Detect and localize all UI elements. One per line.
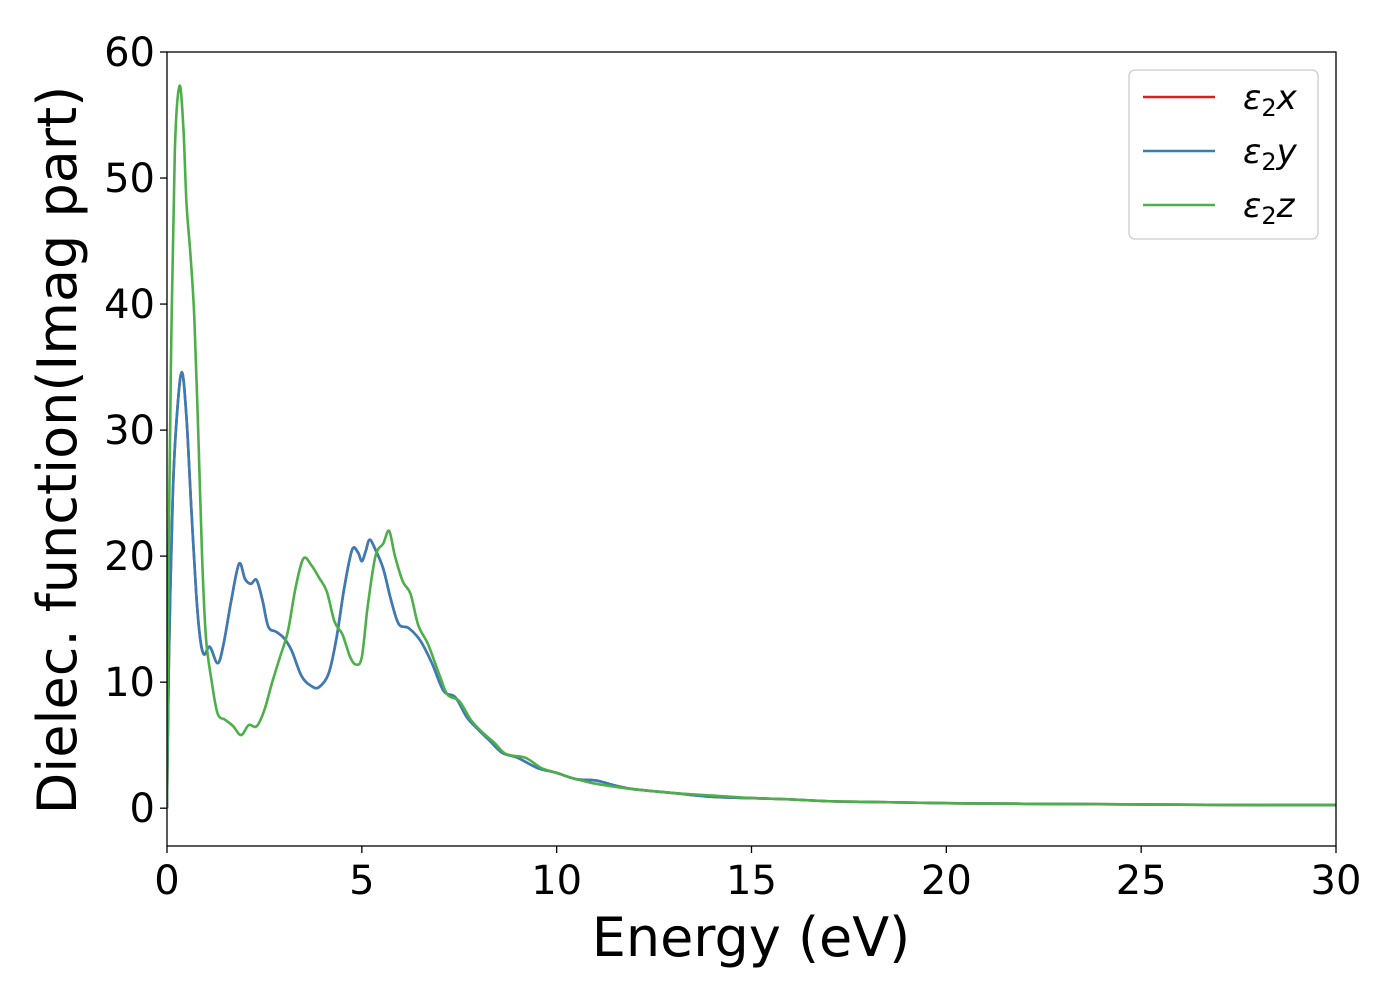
y-tick-label: 30: [104, 408, 155, 454]
plot-lines: [167, 84, 1336, 809]
x-tick-label: 30: [1311, 858, 1362, 904]
y-axis-label: Dielec. function(Imag part): [26, 86, 89, 815]
legend-label-2: ε2y: [1243, 132, 1298, 176]
y-tick-label: 0: [130, 786, 155, 832]
series-line-1: [167, 370, 1336, 809]
y-axis: 0 10 20 30 40 50 60: [104, 30, 167, 832]
series-line-2: [167, 370, 1336, 809]
y-tick-label: 20: [104, 534, 155, 580]
x-tick-label: 10: [531, 858, 582, 904]
y-tick-label: 10: [104, 660, 155, 706]
x-tick-label: 20: [921, 858, 972, 904]
x-axis-label: Energy (eV): [592, 906, 911, 969]
legend-label-3: ε2z: [1243, 186, 1296, 230]
legend-label-1: ε2x: [1243, 78, 1298, 122]
x-tick-label: 15: [726, 858, 777, 904]
y-tick-label: 50: [104, 156, 155, 202]
y-tick-label: 40: [104, 282, 155, 328]
y-tick-label: 60: [104, 30, 155, 76]
series-line-3: [167, 84, 1336, 809]
legend-box: [1128, 69, 1319, 240]
x-tick-label: 5: [349, 858, 374, 904]
x-axis: 0 5 10 15 20 25 30: [154, 846, 1361, 904]
x-tick-label: 25: [1116, 858, 1167, 904]
legend: ε2x ε2y ε2z: [1128, 69, 1319, 240]
x-tick-label: 0: [154, 858, 179, 904]
